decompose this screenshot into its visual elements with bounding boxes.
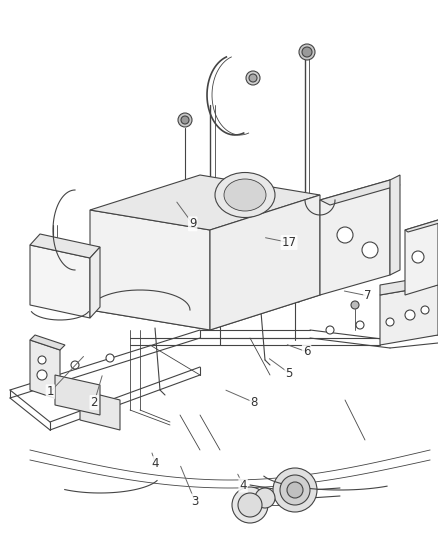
Polygon shape <box>90 210 210 330</box>
Polygon shape <box>320 180 400 205</box>
Polygon shape <box>90 175 320 230</box>
Circle shape <box>351 301 359 309</box>
Polygon shape <box>320 180 390 295</box>
Circle shape <box>299 44 315 60</box>
Circle shape <box>38 356 46 364</box>
Polygon shape <box>30 340 60 400</box>
Circle shape <box>255 488 275 508</box>
Circle shape <box>326 326 334 334</box>
Circle shape <box>232 487 268 523</box>
Text: 9: 9 <box>189 217 197 230</box>
Circle shape <box>71 361 79 369</box>
Circle shape <box>246 71 260 85</box>
Circle shape <box>287 482 303 498</box>
Circle shape <box>362 242 378 258</box>
Circle shape <box>421 306 429 314</box>
Circle shape <box>249 74 257 82</box>
Text: 3: 3 <box>191 495 198 507</box>
Text: 6: 6 <box>303 345 311 358</box>
Polygon shape <box>390 175 400 275</box>
Polygon shape <box>210 195 320 330</box>
Polygon shape <box>55 375 100 415</box>
Polygon shape <box>30 234 100 258</box>
Polygon shape <box>80 390 120 430</box>
Text: 7: 7 <box>364 289 372 302</box>
Circle shape <box>302 47 312 57</box>
Polygon shape <box>380 275 438 295</box>
Polygon shape <box>30 335 65 350</box>
Ellipse shape <box>224 179 266 211</box>
Polygon shape <box>405 220 438 295</box>
Circle shape <box>37 370 47 380</box>
Circle shape <box>356 321 364 329</box>
Text: 5: 5 <box>286 367 293 379</box>
Polygon shape <box>90 247 100 318</box>
Circle shape <box>181 116 189 124</box>
Circle shape <box>386 318 394 326</box>
Circle shape <box>273 468 317 512</box>
Circle shape <box>405 310 415 320</box>
Text: 4: 4 <box>239 479 247 491</box>
Circle shape <box>106 354 114 362</box>
Text: 4: 4 <box>152 457 159 470</box>
Polygon shape <box>380 285 438 345</box>
Polygon shape <box>30 245 90 318</box>
Text: 17: 17 <box>282 236 297 249</box>
Circle shape <box>280 475 310 505</box>
Circle shape <box>337 227 353 243</box>
Ellipse shape <box>215 173 275 217</box>
Circle shape <box>238 493 262 517</box>
Text: 1: 1 <box>46 385 54 398</box>
Polygon shape <box>405 220 438 232</box>
Circle shape <box>178 113 192 127</box>
Text: 2: 2 <box>90 396 98 409</box>
Text: 8: 8 <box>251 396 258 409</box>
Circle shape <box>412 251 424 263</box>
